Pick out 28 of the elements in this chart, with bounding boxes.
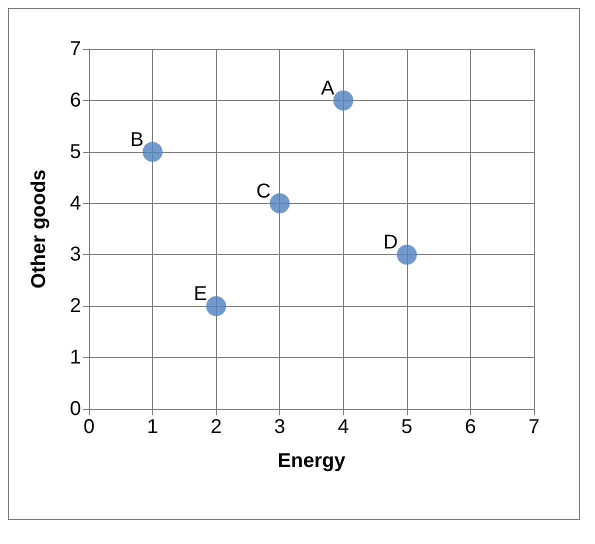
annotation: C xyxy=(256,180,271,202)
y-tick-label: 2 xyxy=(70,295,81,318)
x-tick-label: 3 xyxy=(274,416,286,438)
point xyxy=(142,142,163,162)
annotation: B xyxy=(130,128,144,151)
point xyxy=(206,296,226,316)
y-tick-label: 1 xyxy=(70,346,81,369)
annotation: A xyxy=(320,77,335,100)
y-tick-label: 0 xyxy=(70,398,81,420)
y-tick-label: 5 xyxy=(70,140,81,163)
y-tick-label: 6 xyxy=(70,89,81,112)
point xyxy=(396,244,417,265)
x-axis-title: Energy xyxy=(278,450,346,472)
x-tick-label: 4 xyxy=(338,416,349,438)
x-tick-label: 0 xyxy=(83,416,95,438)
x-tick-label: 1 xyxy=(147,416,158,438)
x-tick-label: 6 xyxy=(464,416,476,438)
y-tick-label: 7 xyxy=(70,38,81,60)
point xyxy=(333,90,354,110)
y-axis-title: Other goods xyxy=(28,170,50,288)
x-tick-label: 2 xyxy=(210,416,222,438)
y-tick-label: 4 xyxy=(70,192,81,214)
x-tick-label: 7 xyxy=(528,416,540,438)
x-tick-label: 5 xyxy=(401,416,412,438)
y-tick-label: 3 xyxy=(70,244,81,266)
point xyxy=(270,193,290,214)
annotation: E xyxy=(194,283,208,306)
annotation: D xyxy=(383,232,398,254)
